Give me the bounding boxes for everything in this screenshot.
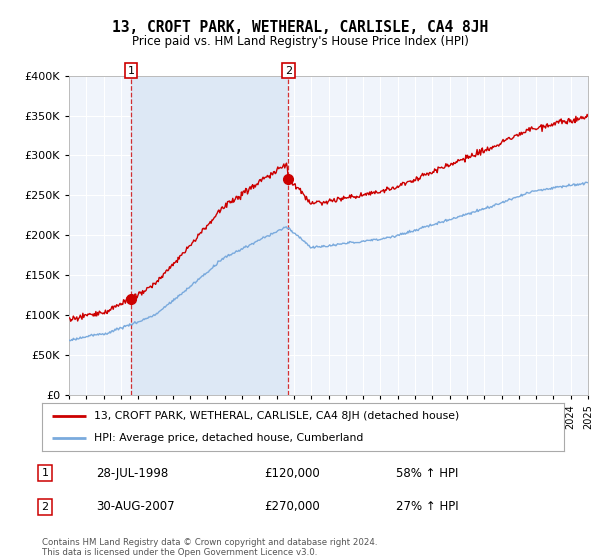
Bar <box>131 76 288 395</box>
Text: 1: 1 <box>127 66 134 76</box>
Text: £270,000: £270,000 <box>264 500 320 514</box>
Text: 58% ↑ HPI: 58% ↑ HPI <box>396 466 458 480</box>
Text: 1: 1 <box>41 468 49 478</box>
Text: Price paid vs. HM Land Registry's House Price Index (HPI): Price paid vs. HM Land Registry's House … <box>131 35 469 48</box>
Text: 13, CROFT PARK, WETHERAL, CARLISLE, CA4 8JH (detached house): 13, CROFT PARK, WETHERAL, CARLISLE, CA4 … <box>94 411 460 421</box>
Text: Contains HM Land Registry data © Crown copyright and database right 2024.
This d: Contains HM Land Registry data © Crown c… <box>42 538 377 557</box>
Text: 2: 2 <box>284 66 292 76</box>
Text: HPI: Average price, detached house, Cumberland: HPI: Average price, detached house, Cumb… <box>94 433 364 443</box>
Text: 28-JUL-1998: 28-JUL-1998 <box>96 466 168 480</box>
Text: 27% ↑ HPI: 27% ↑ HPI <box>396 500 458 514</box>
Text: 30-AUG-2007: 30-AUG-2007 <box>96 500 175 514</box>
Text: £120,000: £120,000 <box>264 466 320 480</box>
Text: 13, CROFT PARK, WETHERAL, CARLISLE, CA4 8JH: 13, CROFT PARK, WETHERAL, CARLISLE, CA4 … <box>112 20 488 35</box>
Text: 2: 2 <box>41 502 49 512</box>
